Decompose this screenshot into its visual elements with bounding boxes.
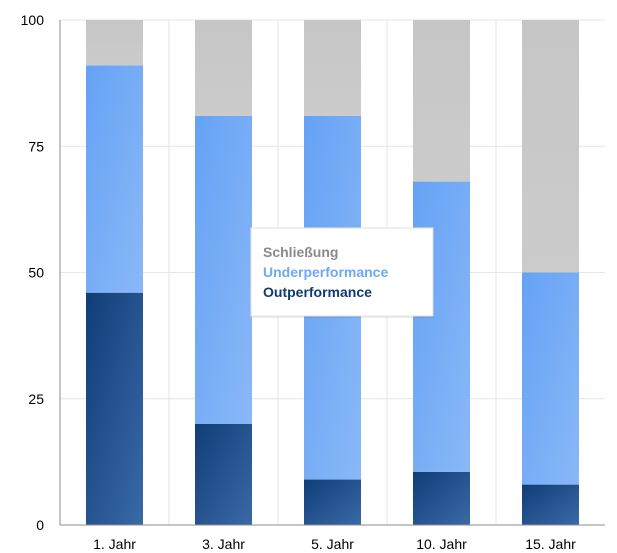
axes [59,20,605,526]
y-tick-label: 100 [21,12,45,28]
bar-outperformance-5-jahr [304,479,361,525]
legend-entry-outperformance: Outperformance [263,284,372,300]
tick-labels: 0 25 50 75 100 1. Jahr 3. Jahr 5. Jahr 10. Jahr 1… [21,12,576,552]
x-tick-label: 15. Jahr [525,536,576,552]
bar-schliessung-1-jahr [86,20,143,66]
bar-schliessung-10-jahr [413,20,470,182]
bar-schliessung-5-jahr [304,20,361,116]
bar-underperformance-1-jahr [86,65,143,293]
bar-outperformance-15-jahr [522,484,579,525]
bar-outperformance-3-jahr [195,424,252,525]
x-tick-label: 3. Jahr [202,536,245,552]
bar-underperformance-10-jahr [413,181,470,472]
legend-box [250,227,434,317]
bar-schliessung-3-jahr [195,20,252,116]
y-tick-label: 75 [28,138,44,154]
bar-underperformance-15-jahr [522,272,579,485]
y-tick-label: 0 [36,517,44,533]
x-tick-label: 10. Jahr [416,536,467,552]
bar-underperformance-3-jahr [195,115,252,424]
legend: Schließung Underperformance Outperformance [250,227,434,318]
bar-schliessung-15-jahr [522,20,579,273]
x-tick-label: 5. Jahr [311,536,354,552]
y-tick-label: 25 [28,391,44,407]
legend-entry-underperformance: Underperformance [263,264,388,280]
bar-outperformance-1-jahr [86,292,143,525]
y-tick-label: 50 [28,265,44,281]
x-tick-label: 1. Jahr [93,536,136,552]
bar-outperformance-10-jahr [413,471,470,525]
legend-entry-schliessung: Schließung [263,244,338,260]
